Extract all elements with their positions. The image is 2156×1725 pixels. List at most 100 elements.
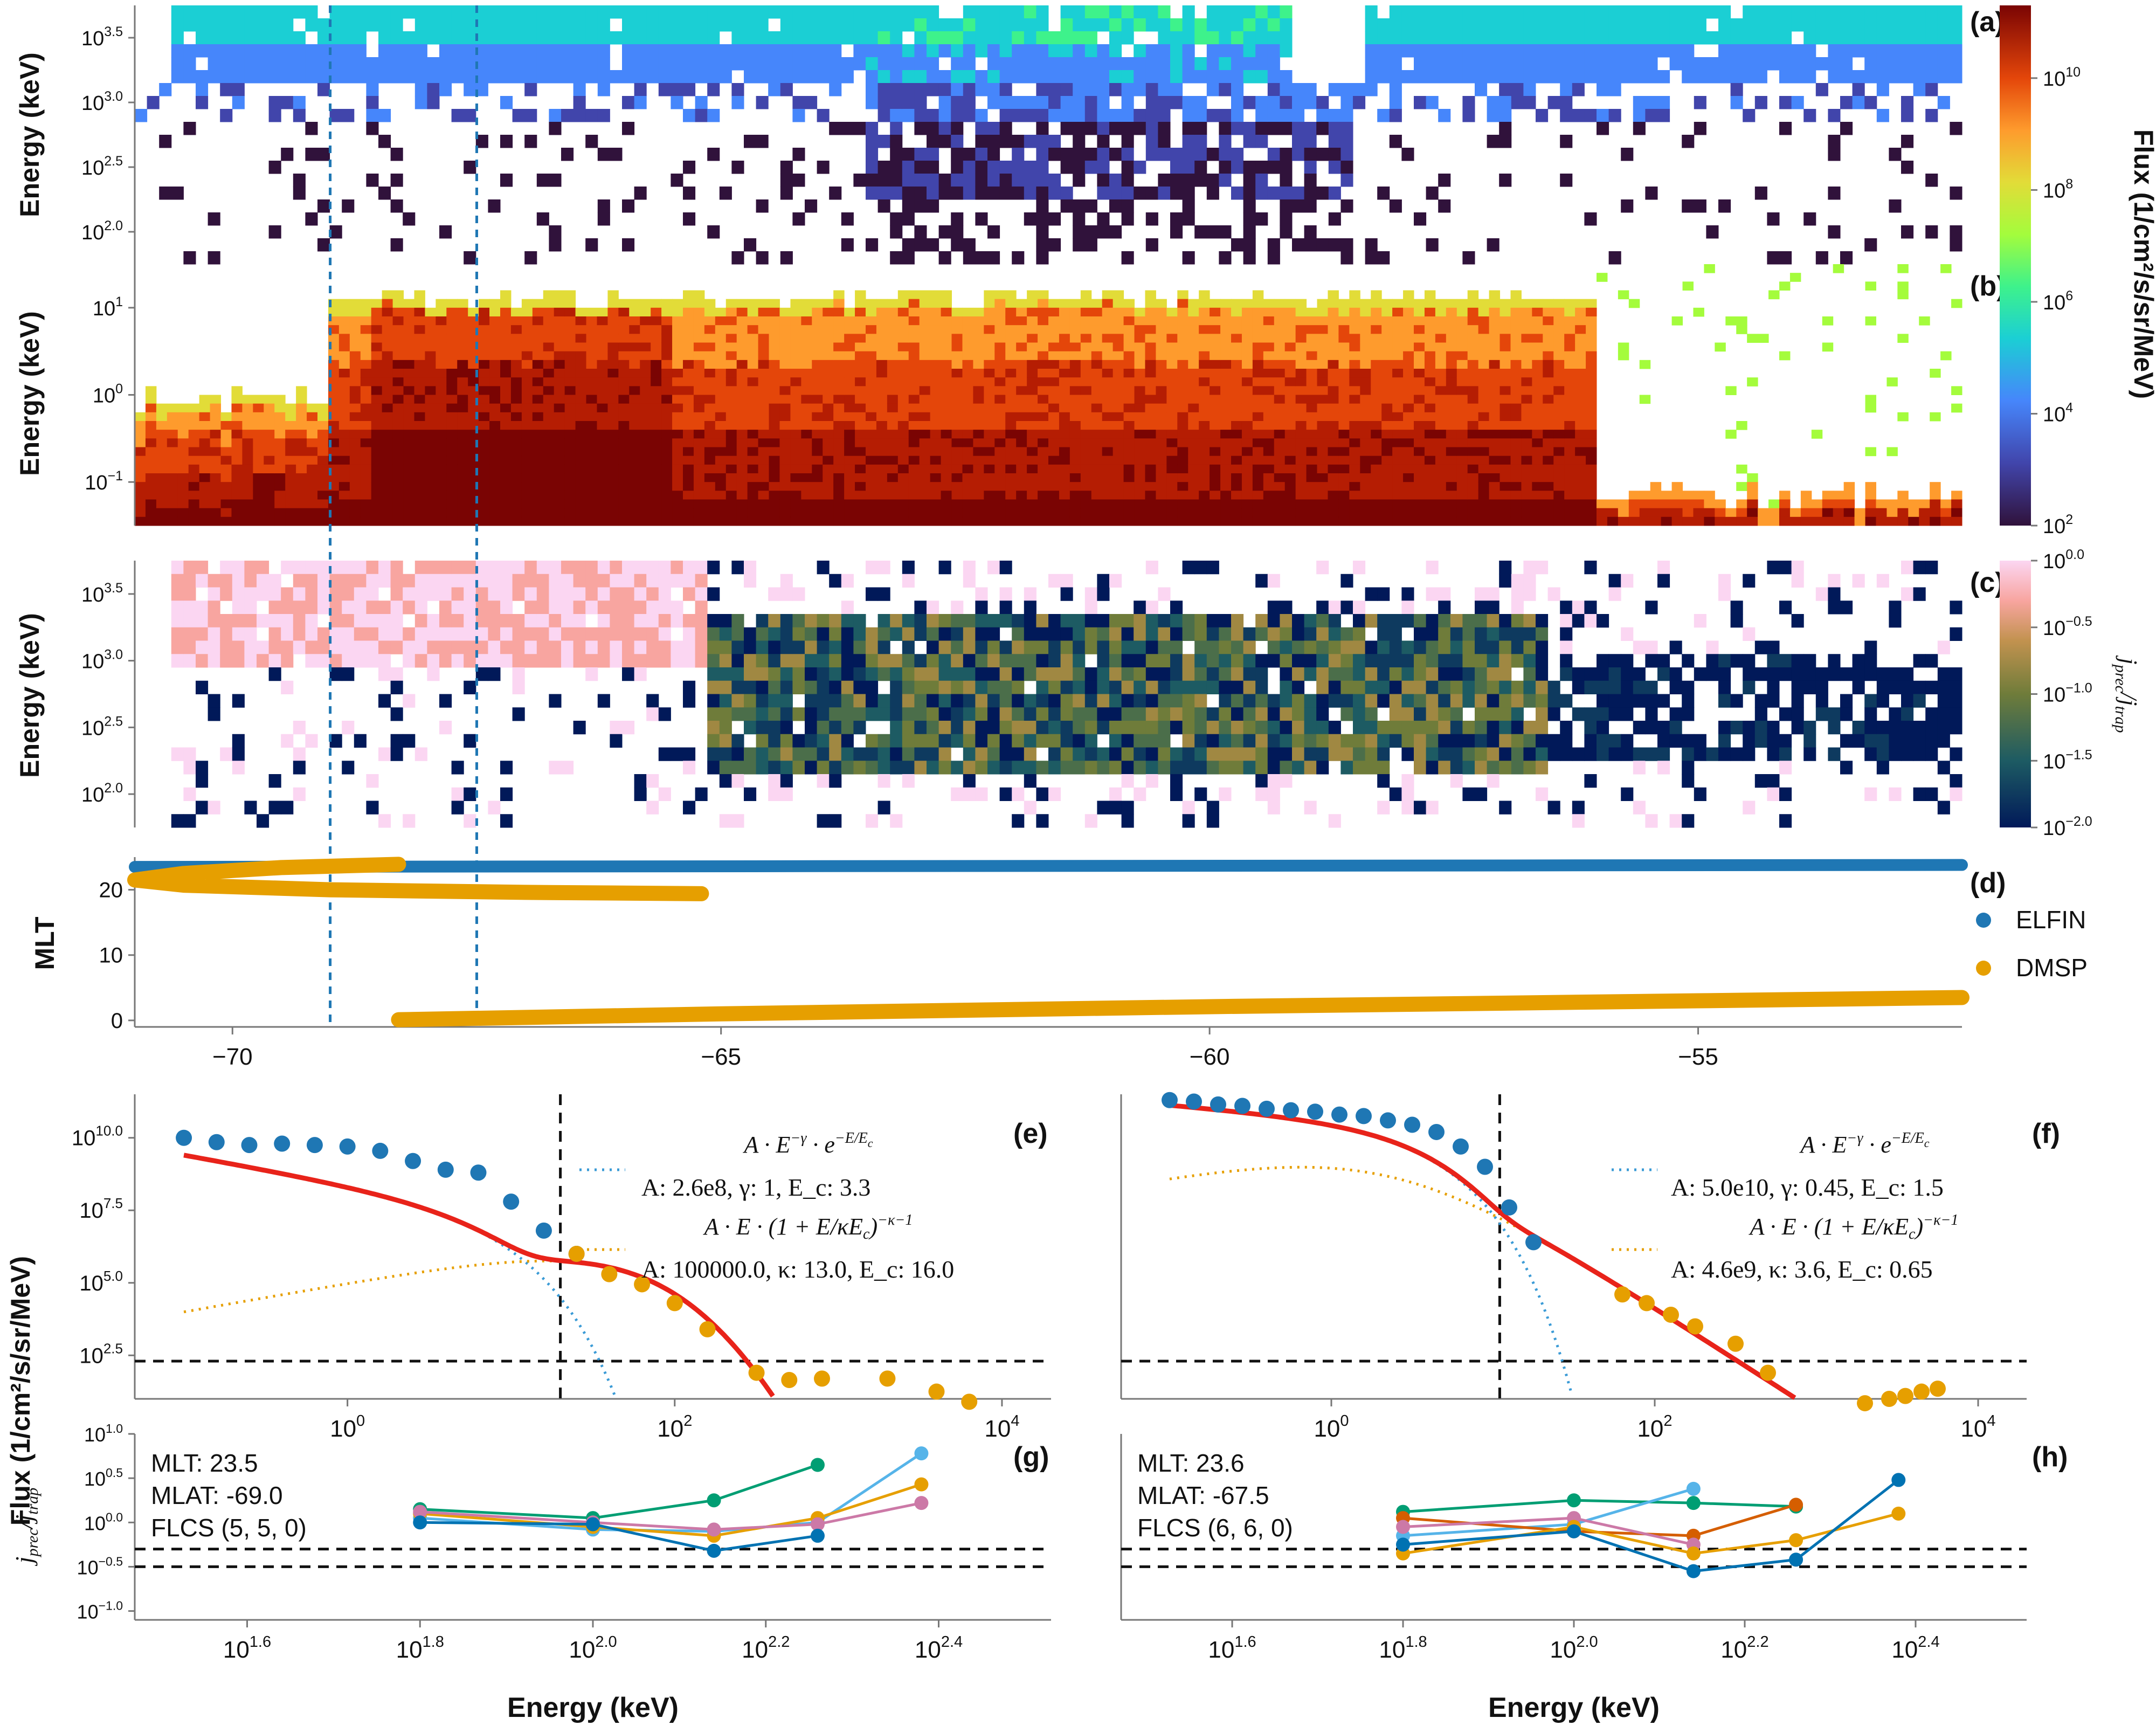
point-plot-f-elfin-15 [1525,1234,1542,1251]
ytick-label-d-1: 10 [99,944,123,968]
point-plot-e-dmsp-9 [928,1383,945,1400]
ytick-b-tick-label-0: 10−1 [85,468,123,494]
point-plot-f-dmsp-3 [1687,1318,1703,1335]
ytick-a-tick-label-0: 102.0 [81,218,123,244]
point-plot-e-dmsp-7 [814,1370,830,1387]
xtick-label-d-1: −65 [701,1044,741,1070]
panel-label-a: (a) [1970,6,2005,38]
ytick-label-plot-e-0: 102.5 [79,1340,123,1368]
time-markers [329,5,478,1027]
panel-label-g: (g) [1013,1441,1049,1473]
point-plot-f-elfin-5 [1283,1102,1299,1119]
xtick-label-plot-h-1: 101.8 [1379,1633,1427,1663]
point-plot-g-3-2 [707,1522,721,1537]
xtick-label-plot-g-4: 102.4 [915,1633,963,1663]
line-plot-h-0 [1402,1499,1796,1514]
cb-ratio-label-1: 10−1.5 [2043,747,2092,773]
point-plot-h-1-2 [1686,1481,1701,1496]
plot-h: 101.6 101.8 102.0 102.2 102.4 [1121,1473,2027,1663]
ylabel-d: MLT [30,916,60,970]
xlabel-h: Energy (keV) [1488,1692,1660,1723]
formula-kappa-e: A · E · (1 + E/κEc)−κ−1 [703,1212,913,1243]
series-d-dmsp-1 [127,857,709,901]
point-plot-g-1-4 [914,1446,929,1461]
xtick-label-plot-g-3: 102.2 [742,1633,790,1663]
panel-label-d: (d) [1970,867,2006,899]
cb-flux-label-4: 1010 [2043,65,2081,91]
ytick-c-tick-label-0: 102.0 [81,781,123,806]
ytick-label-plot-g-0: 10−1.0 [77,1599,123,1623]
point-plot-h-4-4 [1891,1506,1906,1521]
ytick-a-tick-label-2: 103.0 [81,89,123,115]
ytick-label-plot-g-3: 100.5 [84,1466,123,1490]
xtick-label-plot-f-1: 102 [1637,1412,1672,1442]
panel-d: (d) MLT 0 10 20 −70 −65 −60 −55 ELFIN DMSP [30,857,2088,1070]
point-plot-f-dmsp-7 [1881,1391,1897,1407]
ylabel-e: Flux (1/cm²/s/sr/MeV) [5,1256,36,1526]
colorbar-ratio-gradient [2000,561,2031,827]
point-plot-e-elfin-6 [372,1142,389,1159]
annotation-mlat-h: MLAT: -67.5 [1137,1481,1269,1509]
point-plot-g-3-4 [914,1496,929,1510]
cb-flux-label-3: 108 [2043,176,2073,202]
annotation-mlat-g: MLAT: -69.0 [151,1481,283,1509]
point-plot-f-dmsp-10 [1930,1381,1946,1397]
xtick-label-plot-e-0: 100 [330,1412,365,1442]
xtick-label-d-2: −60 [1190,1044,1230,1070]
point-plot-f-elfin-11 [1428,1123,1445,1140]
legend-marker-elfin [1976,913,1991,928]
ytick-a-tick-label-3: 103.5 [81,24,123,50]
point-plot-f-dmsp-5 [1760,1364,1776,1381]
point-plot-f-elfin-2 [1210,1096,1226,1113]
plot-f: 100 102 104 [1121,1092,2027,1442]
line-plot-g-4 [420,1521,818,1552]
formula-powerlaw-e: A · E−γ · e−E/Ec [742,1130,873,1158]
panel-label-h: (h) [2032,1441,2068,1473]
cb-flux-label-2: 106 [2043,288,2073,314]
point-plot-e-elfin-0 [176,1129,192,1146]
line-plot-h-2 [1402,1503,1796,1537]
point-plot-f-dmsp-6 [1857,1395,1873,1412]
fit-legend-e: A · E−γ · e−E/Ec A: 2.6e8, γ: 1, E_c: 3.… [579,1130,954,1283]
cb-ratio-label-0: 10−2.0 [2043,814,2092,840]
colorbar-flux: 102 104 106 108 1010 Flux (1/cm²/s/sr/MeV) [2000,5,2156,538]
xtick-label-plot-f-2: 104 [1960,1412,1995,1442]
point-plot-f-elfin-10 [1404,1116,1420,1133]
panel-label-c: (c) [1970,567,2005,598]
point-plot-h-0-1 [1567,1493,1581,1508]
fit-total-plot-e [183,1153,775,1398]
colorbar-ratio: 10−2.0 10−1.5 10−1.0 10−0.5 100.0 jprec/jtra… [2000,547,2142,840]
plot-d: 0 10 20 −70 −65 −60 −55 [99,857,1970,1070]
point-plot-f-elfin-0 [1162,1092,1178,1108]
legend-d: ELFIN DMSP [1976,906,2088,982]
point-plot-g-0-3 [810,1458,825,1472]
point-plot-e-elfin-11 [535,1222,552,1239]
ytick-b-tick-label-1: 100 [93,382,123,408]
colorbar-ratio-label: jprec/jtrap [2112,656,2142,733]
point-plot-f-dmsp-2 [1663,1306,1679,1323]
heatmap-b [135,264,1962,526]
ytick-c-tick-label-1: 102.5 [81,714,123,740]
cb-flux-label-0: 102 [2043,512,2073,538]
params-kappa-f: A: 4.6e9, κ: 3.6, E_c: 0.65 [1671,1255,1933,1283]
ytick-label-plot-e-2: 107.5 [79,1195,123,1223]
params-powerlaw-f: A: 5.0e10, γ: 0.45, E_c: 1.5 [1671,1174,1944,1201]
point-plot-e-elfin-10 [503,1193,520,1210]
point-plot-g-4-1 [586,1517,600,1531]
point-plot-f-elfin-14 [1501,1199,1517,1216]
point-plot-h-4-2 [1686,1546,1701,1561]
point-plot-f-elfin-7 [1331,1106,1348,1123]
panel-c: (c) Energy (keV) 102.0 102.5 103.0 103.5 [15,561,2005,828]
annotation-flcs-h: FLCS (6, 6, 0) [1137,1514,1293,1542]
legend-label-dmsp: DMSP [2016,954,2088,982]
cb-ratio-label-4: 100.0 [2043,547,2084,573]
fit-total-plot-f [1169,1102,1796,1400]
ytick-label-plot-e-1: 105.0 [79,1268,123,1295]
params-powerlaw-e: A: 2.6e8, γ: 1, E_c: 3.3 [641,1174,870,1201]
point-plot-f-elfin-4 [1259,1100,1275,1117]
line-plot-h-5 [1402,1479,1899,1573]
xtick-label-plot-g-1: 101.8 [396,1633,444,1663]
xtick-label-plot-e-1: 102 [657,1412,692,1442]
ytick-label-d-2: 20 [99,879,123,902]
